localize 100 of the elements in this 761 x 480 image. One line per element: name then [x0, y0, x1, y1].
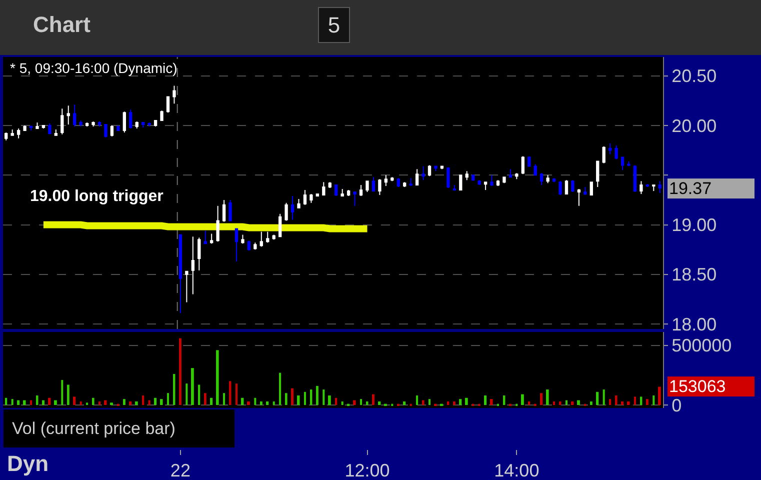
bar [627, 401, 630, 406]
candlestick [4, 132, 8, 141]
candlestick [178, 234, 182, 314]
candlestick [328, 182, 332, 189]
candlestick [359, 184, 363, 196]
bar [297, 395, 300, 406]
candlestick [129, 109, 132, 129]
candlestick [16, 128, 20, 139]
bar [490, 399, 493, 406]
bar [328, 395, 331, 406]
candlestick [54, 128, 58, 136]
candlestick [166, 96, 170, 114]
bar [378, 401, 381, 406]
candlestick [627, 160, 630, 167]
y-tick-label: 500000 [672, 336, 732, 356]
x-tick-label: 12:00 [344, 460, 390, 480]
bar [198, 384, 200, 406]
bar [353, 400, 356, 406]
bar [191, 368, 194, 406]
bar [173, 374, 176, 406]
candlestick [266, 231, 270, 244]
candlestick [378, 178, 382, 196]
candlestick [584, 186, 587, 196]
text: Dyn [7, 451, 49, 476]
candlestick [334, 184, 338, 196]
bar [235, 384, 238, 406]
candlestick [366, 180, 369, 193]
candlestick [508, 168, 512, 178]
bar [316, 386, 318, 406]
bar [615, 395, 618, 406]
candlestick [92, 121, 95, 127]
candlestick [272, 234, 276, 240]
bar [453, 401, 456, 406]
y-tick-label: 20.00 [672, 116, 717, 136]
bar [559, 401, 562, 406]
candlestick [254, 242, 257, 250]
candlestick [297, 198, 300, 208]
candlestick [42, 125, 46, 129]
candlestick [434, 166, 438, 172]
bar [652, 395, 655, 406]
bar [372, 394, 374, 406]
bar [602, 390, 605, 406]
bar [272, 401, 275, 406]
bar [360, 399, 362, 406]
candlestick [116, 125, 120, 131]
candlestick [633, 164, 637, 193]
candlestick [478, 180, 481, 186]
bar [11, 399, 14, 406]
annotation: 19.00 long trigger [30, 188, 164, 205]
candlestick [66, 105, 70, 125]
bar [416, 395, 418, 406]
candlestick [390, 176, 394, 182]
bar [186, 384, 188, 406]
candlestick [403, 182, 406, 188]
candlestick [596, 160, 600, 188]
candlestick [646, 184, 650, 188]
text: Vol (current price bar) [12, 419, 176, 438]
candlestick [241, 234, 244, 244]
bar [322, 390, 325, 406]
bar [223, 393, 226, 406]
candlestick [110, 125, 114, 137]
y-tick-label: 18.00 [672, 314, 717, 334]
candlestick [415, 168, 419, 186]
candlestick [135, 121, 138, 129]
bar [590, 401, 592, 406]
bar [154, 398, 157, 406]
bar [540, 393, 543, 406]
candlestick [154, 120, 158, 127]
chart-title: * 5, 09:30-16:00 (Dynamic) [10, 60, 178, 76]
candlestick [658, 180, 662, 194]
candlestick [247, 240, 251, 252]
candlestick [160, 110, 164, 122]
bar [5, 398, 8, 406]
candlestick [515, 172, 518, 180]
candlestick [60, 108, 64, 135]
candlestick [310, 193, 313, 204]
candlestick [284, 202, 288, 222]
bar [304, 392, 306, 406]
candlestick [172, 85, 176, 104]
bar [61, 380, 64, 406]
candlestick [571, 180, 574, 193]
candlestick [198, 237, 201, 271]
candlestick [620, 156, 624, 171]
candlestick [79, 120, 82, 127]
bar [160, 399, 163, 406]
candlestick [558, 180, 562, 196]
bar [86, 402, 88, 406]
candlestick [185, 270, 188, 303]
candlestick [210, 233, 214, 244]
candlestick [459, 174, 462, 191]
bar [447, 401, 450, 406]
bar [167, 393, 169, 406]
bar [148, 400, 150, 406]
bar [254, 398, 256, 406]
candlestick [36, 122, 39, 129]
candlestick [396, 178, 400, 188]
bar [465, 398, 468, 406]
y-tick-label: 19.00 [672, 215, 717, 236]
candlestick [73, 104, 76, 127]
bar [640, 396, 642, 406]
